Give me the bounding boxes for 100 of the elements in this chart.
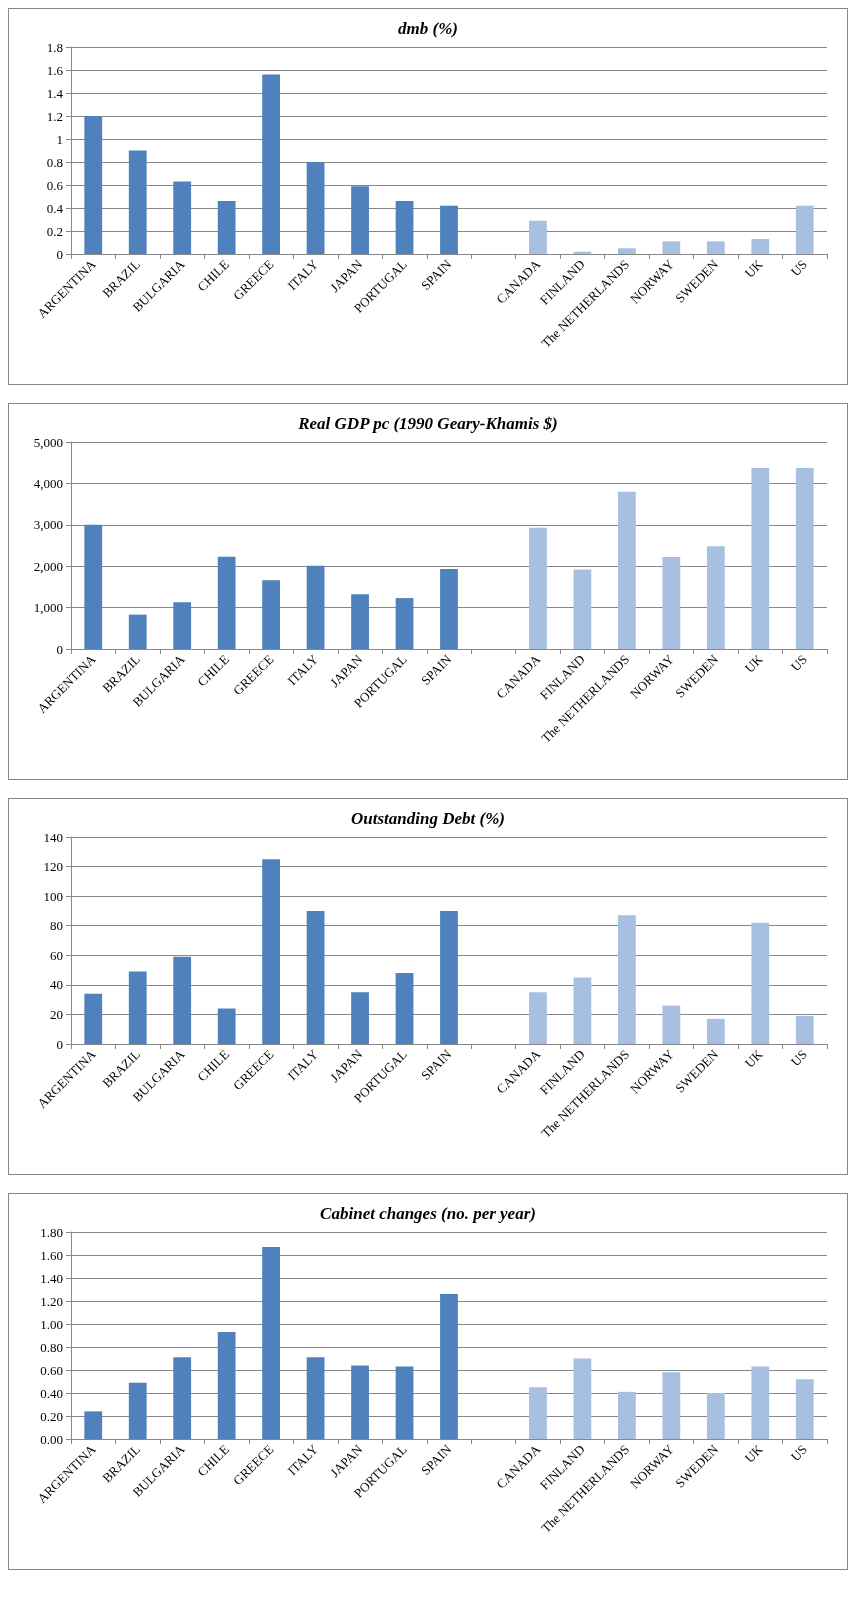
bar: [751, 922, 770, 1044]
bar: [573, 569, 592, 649]
bar: [217, 1332, 236, 1439]
y-tick-label: 20: [50, 1006, 63, 1022]
bar: [217, 556, 236, 649]
bar: [84, 993, 103, 1044]
y-tick-label: 0: [56, 1036, 63, 1052]
bar: [128, 150, 147, 254]
y-tick-label: 40: [50, 977, 63, 993]
bar: [217, 201, 236, 254]
bar: [751, 1366, 770, 1439]
y-tick-label: 80: [50, 918, 63, 934]
bar: [573, 1358, 592, 1439]
bar: [262, 74, 281, 254]
bar: [84, 116, 103, 254]
y-tick-label: 3,000: [33, 517, 63, 533]
bar: [217, 1008, 236, 1044]
bar: [529, 992, 547, 1044]
y-tick-label: 1,000: [33, 600, 63, 616]
bar: [351, 186, 369, 254]
bar: [351, 992, 369, 1044]
y-tick-label: 0: [56, 641, 63, 657]
bar: [351, 1365, 369, 1439]
bar: [573, 977, 592, 1044]
bar: [662, 241, 681, 254]
chart-title: Real GDP pc (1990 Geary-Khamis $): [297, 414, 558, 433]
y-tick-label: 0.80: [40, 1339, 63, 1355]
bar: [128, 614, 147, 649]
y-tick-label: 0.60: [40, 1362, 63, 1378]
y-tick-label: 120: [43, 859, 63, 875]
bar: [529, 220, 547, 254]
bar: [84, 1411, 103, 1439]
bar: [706, 546, 725, 649]
chart-title: dmb (%): [398, 19, 458, 38]
bar: [306, 565, 325, 649]
bar: [617, 1391, 636, 1439]
bar: [262, 1246, 281, 1439]
y-tick-label: 1.20: [40, 1293, 63, 1309]
bar: [262, 580, 281, 649]
bar: [706, 241, 725, 254]
bar: [795, 1379, 814, 1439]
bar: [617, 915, 636, 1044]
chart-title: Cabinet changes (no. per year): [320, 1204, 536, 1223]
bar: [306, 1357, 325, 1439]
bar: [128, 1382, 147, 1439]
x-tick-label: US: [787, 256, 811, 280]
bar: [262, 859, 281, 1044]
x-tick-label: UK: [741, 1046, 767, 1071]
bar: [751, 468, 770, 649]
y-tick-label: 1.00: [40, 1316, 63, 1332]
y-tick-label: 1.6: [46, 62, 64, 78]
y-tick-label: 0.00: [40, 1431, 63, 1447]
y-tick-label: 60: [50, 947, 63, 963]
x-tick-label: UK: [741, 1441, 767, 1466]
y-tick-label: 1.60: [40, 1247, 63, 1263]
y-tick-label: 0.2: [46, 223, 63, 239]
bar: [529, 527, 547, 649]
bar: [617, 248, 636, 254]
y-tick-label: 0.20: [40, 1408, 63, 1424]
bar: [173, 1357, 192, 1439]
bar: [795, 468, 814, 649]
y-tick-label: 1.40: [40, 1270, 63, 1286]
bar: [395, 201, 414, 254]
x-tick-label: US: [787, 651, 811, 675]
y-tick-label: 0.4: [46, 200, 64, 216]
y-tick-label: 1.2: [46, 108, 63, 124]
x-tick-label: UK: [741, 256, 767, 281]
bar: [440, 1294, 458, 1439]
bar: [795, 1015, 814, 1044]
y-tick-label: 5,000: [33, 434, 63, 450]
y-tick-label: 4,000: [33, 475, 63, 491]
y-tick-label: 1.8: [46, 39, 63, 55]
bar: [662, 557, 681, 649]
bar: [617, 491, 636, 649]
bar: [306, 910, 325, 1044]
x-tick-label: US: [787, 1046, 811, 1070]
y-tick-label: 0: [56, 246, 63, 262]
x-tick-label: UK: [741, 651, 767, 676]
bar: [395, 1366, 414, 1439]
y-tick-label: 0.40: [40, 1385, 63, 1401]
bar: [751, 239, 770, 254]
chart-title: Outstanding Debt (%): [351, 809, 505, 828]
bar: [173, 956, 192, 1044]
bar: [440, 910, 458, 1044]
bar: [529, 1387, 547, 1439]
bar: [440, 569, 458, 649]
bar: [395, 598, 414, 649]
bar: [706, 1018, 725, 1044]
bar: [662, 1005, 681, 1044]
bar: [173, 602, 192, 649]
y-tick-label: 2,000: [33, 558, 63, 574]
bar: [706, 1393, 725, 1439]
bar: [795, 205, 814, 254]
bar: [395, 973, 414, 1044]
bar: [306, 162, 325, 254]
y-tick-label: 100: [43, 888, 63, 904]
y-tick-label: 1: [56, 131, 63, 147]
bar: [173, 181, 192, 254]
bar: [351, 594, 369, 649]
bar: [662, 1372, 681, 1439]
